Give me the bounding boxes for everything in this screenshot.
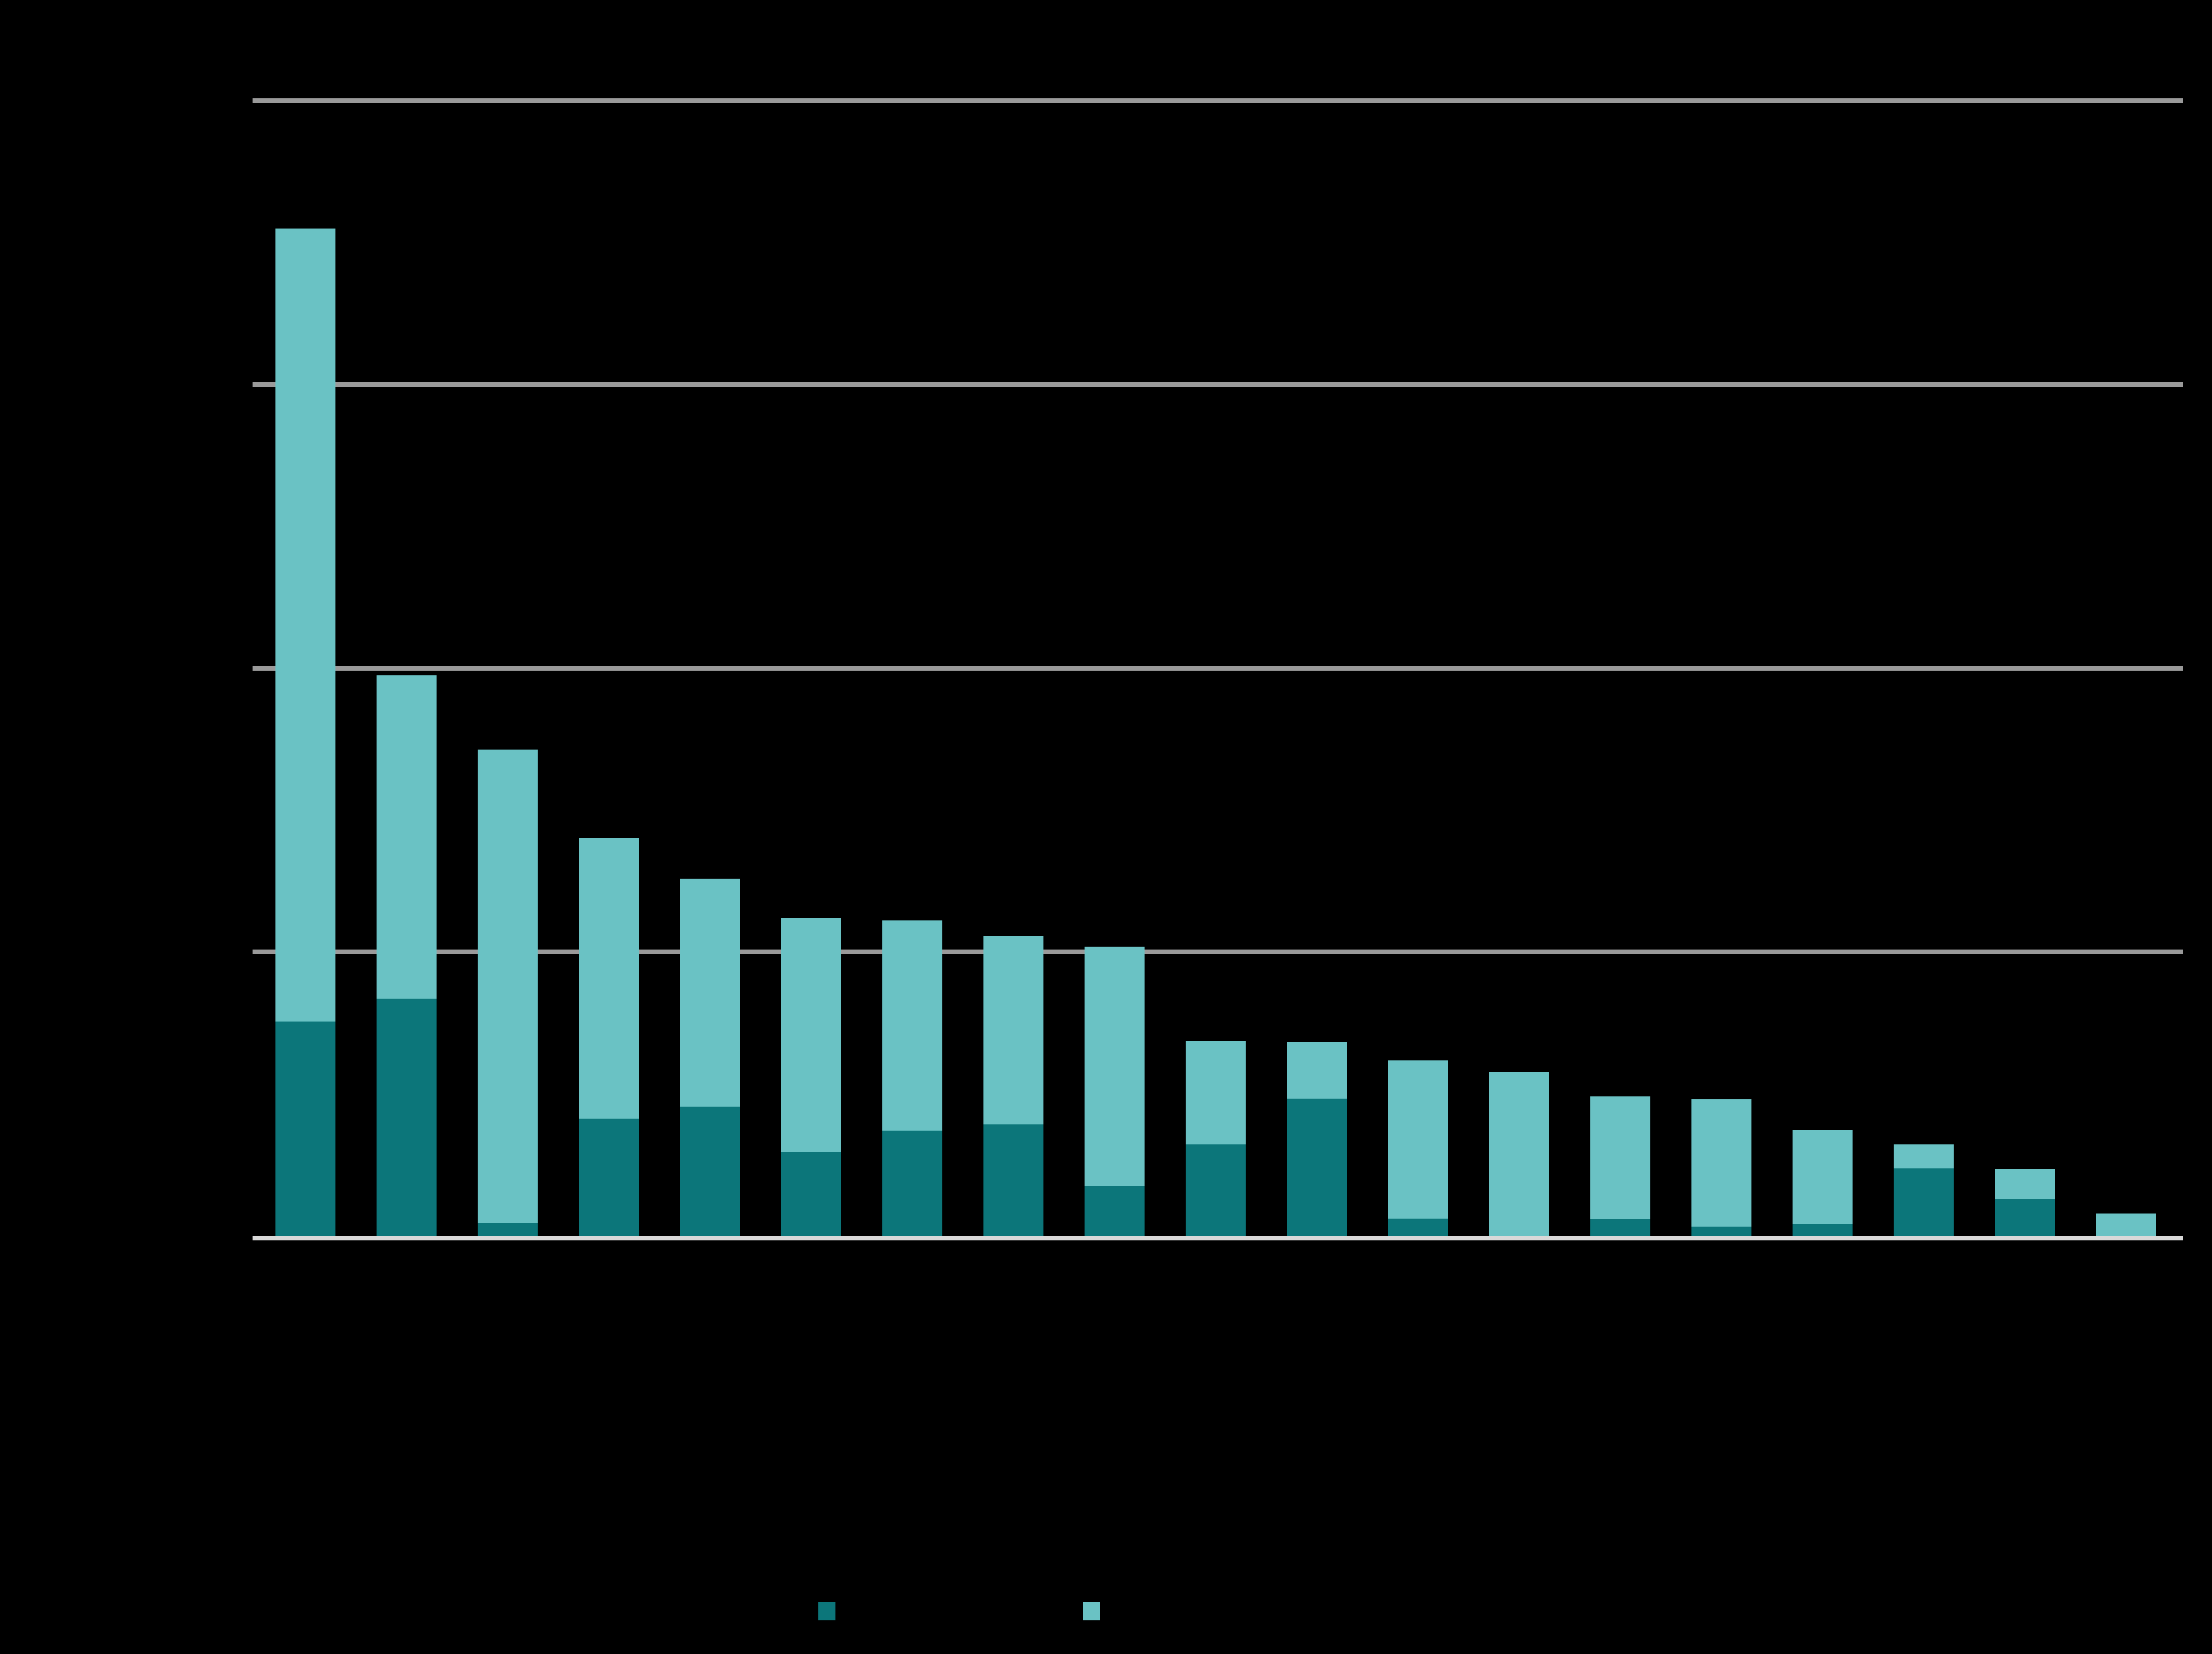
bar-segment-light — [1590, 1096, 1650, 1219]
bar-segment-light — [1489, 1072, 1549, 1236]
y-gridline — [253, 382, 2183, 387]
bar-segment-dark — [1590, 1219, 1650, 1236]
bar-segment-dark — [1186, 1144, 1246, 1236]
bar-segment-dark — [680, 1107, 740, 1236]
bar-segment-light — [1085, 947, 1145, 1186]
bar-segment-light — [579, 838, 639, 1119]
bar-segment-dark — [275, 1022, 335, 1236]
bar-segment-light — [377, 675, 437, 999]
bar-segment-light — [781, 918, 841, 1152]
bar-segment-dark — [1085, 1186, 1145, 1236]
bar-segment-dark — [983, 1124, 1043, 1236]
bar-segment-dark — [1287, 1099, 1347, 1236]
legend-swatch-light — [1083, 1602, 1100, 1620]
bar-segment-light — [1287, 1042, 1347, 1099]
bar-segment-light — [478, 750, 538, 1223]
bar-segment-dark — [1894, 1168, 1954, 1236]
bar-segment-dark — [579, 1119, 639, 1236]
bar-segment-light — [680, 879, 740, 1107]
bar-segment-dark — [882, 1131, 942, 1236]
legend-swatch-dark — [818, 1602, 835, 1620]
bar-segment-light — [1894, 1144, 1954, 1168]
x-axis-line — [253, 1236, 2183, 1240]
bar-segment-dark — [1388, 1219, 1448, 1236]
bar-segment-light — [1691, 1099, 1751, 1227]
bar-segment-light — [1995, 1169, 2055, 1199]
bar-segment-dark — [1691, 1227, 1751, 1236]
bar-segment-light — [275, 229, 335, 1022]
bar-segment-light — [1186, 1041, 1246, 1144]
bar-segment-light — [1388, 1060, 1448, 1219]
bar-segment-dark — [478, 1223, 538, 1236]
bar-segment-light — [983, 936, 1043, 1124]
bar-segment-light — [1793, 1130, 1853, 1224]
bar-segment-light — [2096, 1214, 2156, 1236]
bar-segment-light — [882, 920, 942, 1131]
y-gridline — [253, 950, 2183, 954]
bar-segment-dark — [377, 999, 437, 1236]
y-gridline — [253, 666, 2183, 671]
bar-segment-dark — [1793, 1224, 1853, 1236]
bar-segment-dark — [781, 1152, 841, 1236]
y-gridline — [253, 98, 2183, 103]
bar-segment-dark — [1995, 1199, 2055, 1236]
